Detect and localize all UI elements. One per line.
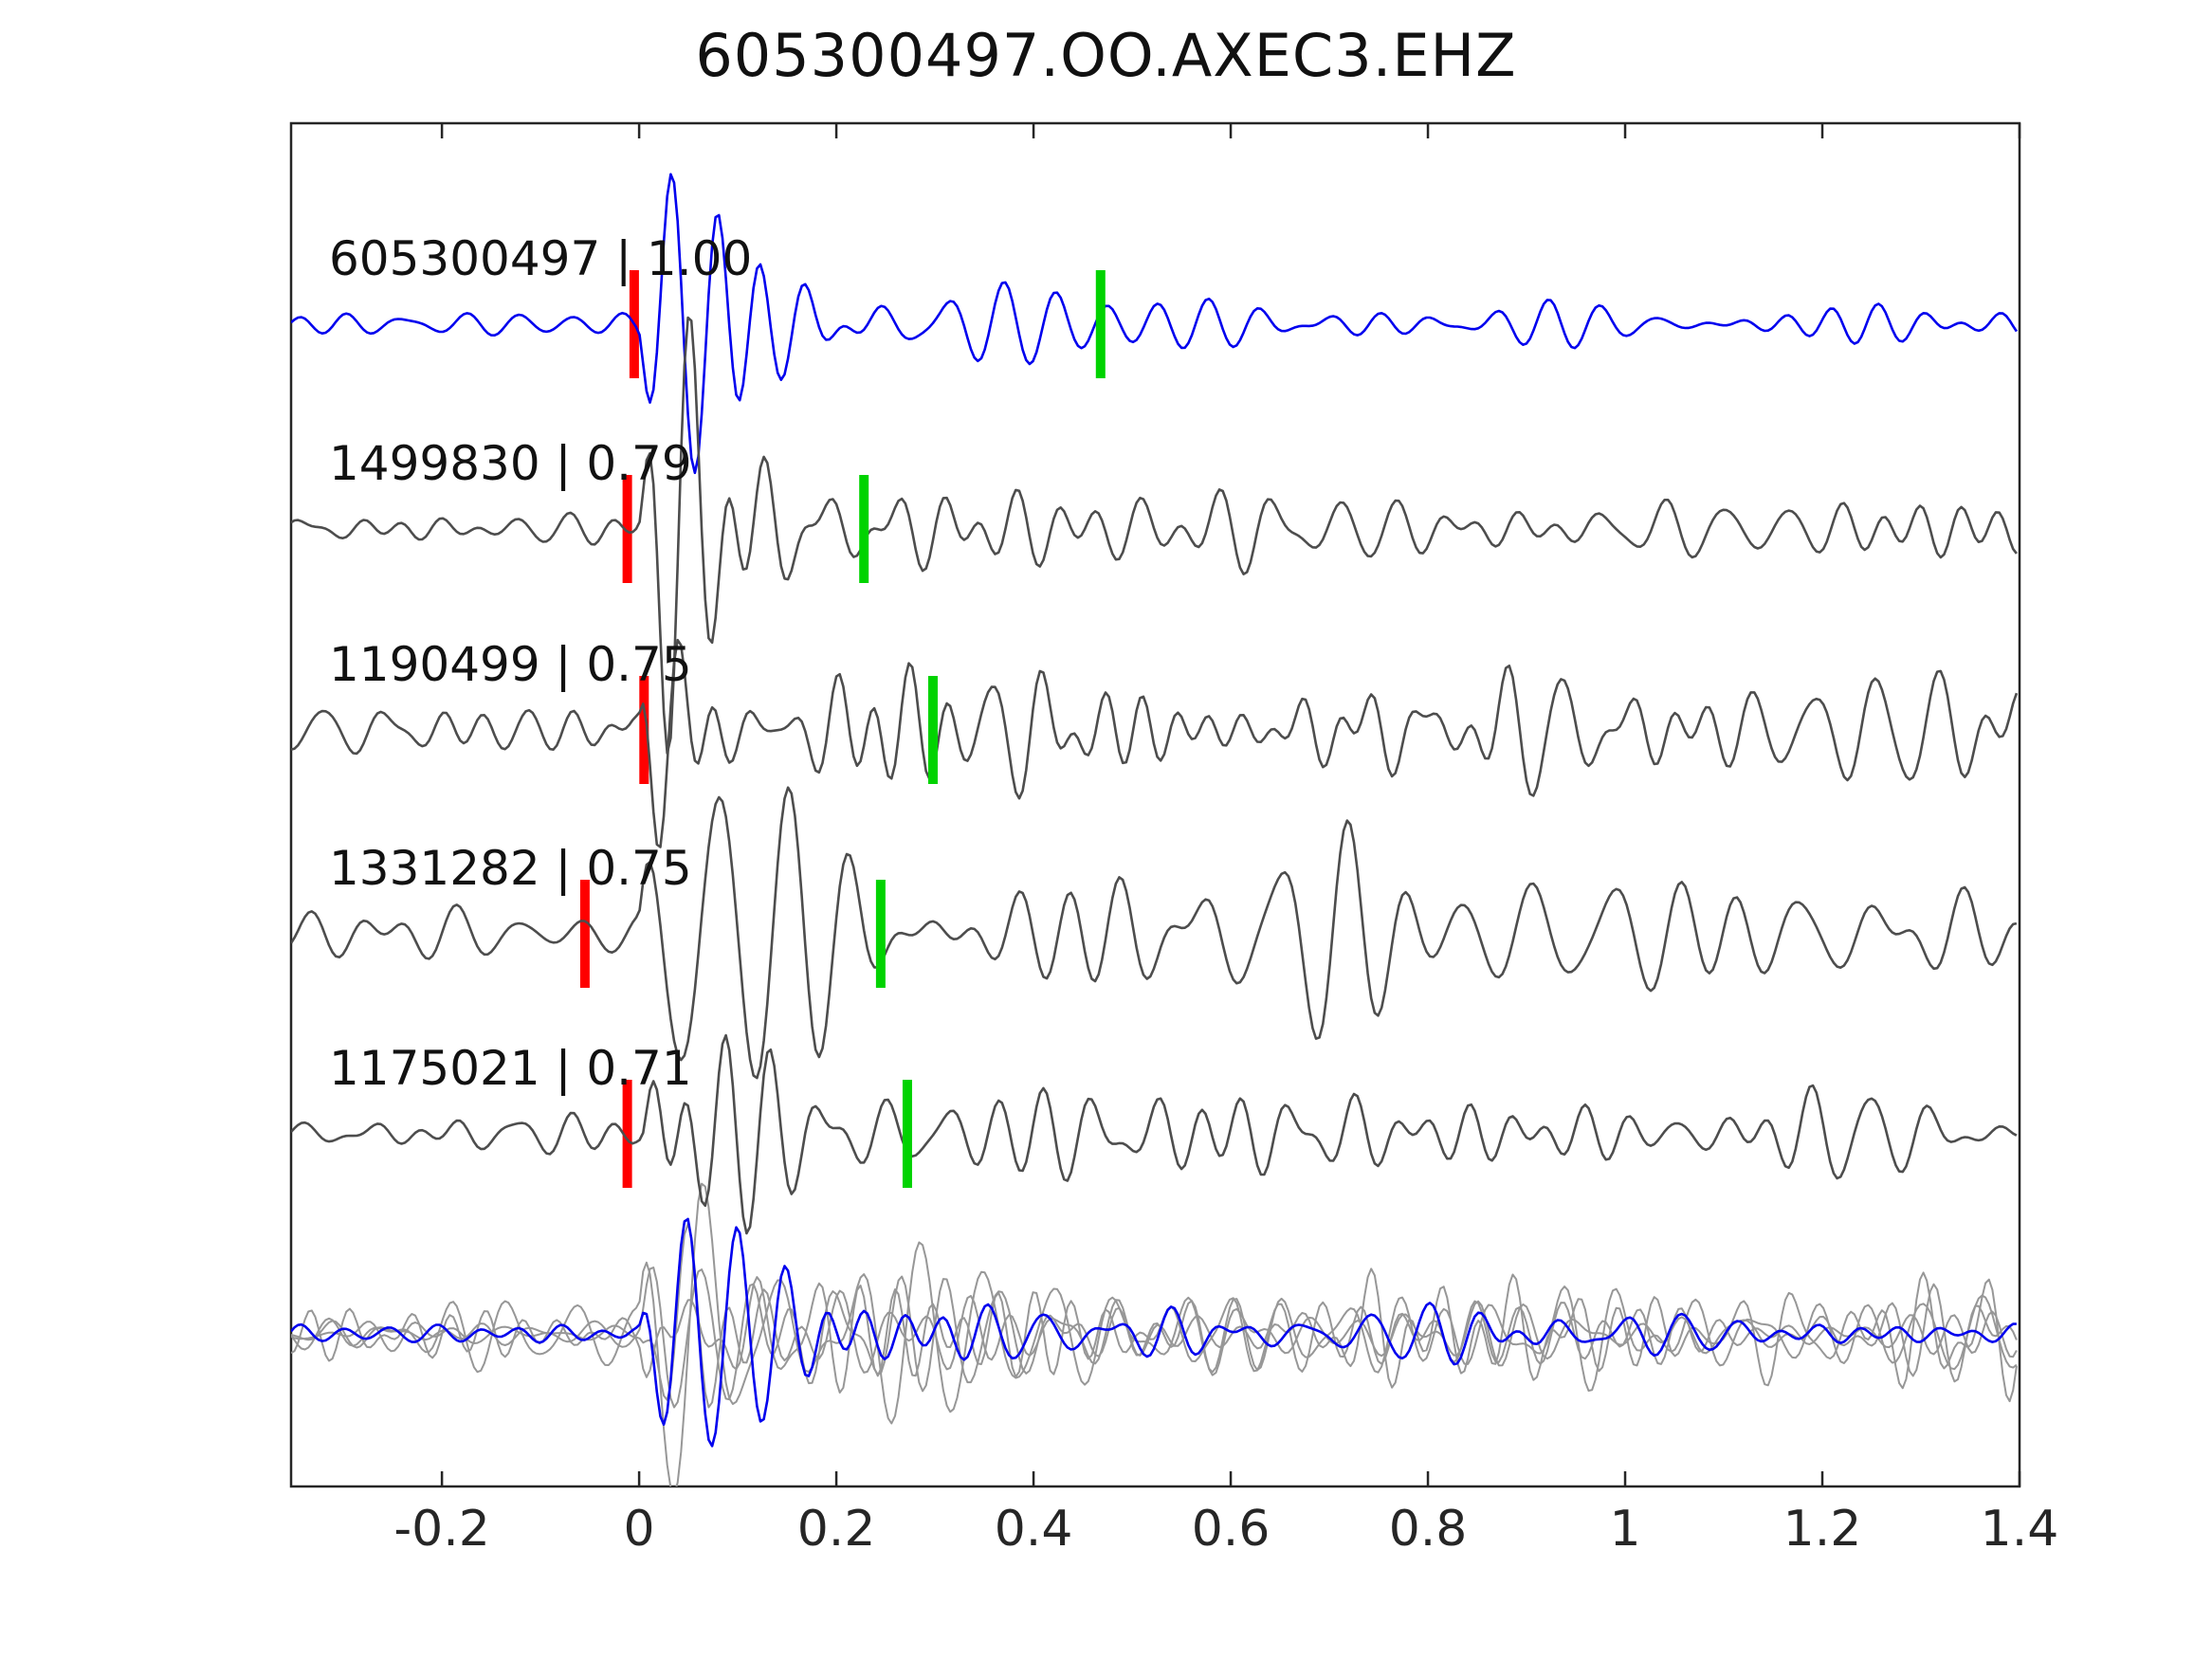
trace-label-605300497: 605300497 | 1.00 — [329, 231, 752, 286]
pick-marker-red-1175021 — [622, 1080, 632, 1188]
overlay-trace-605300497 — [291, 1217, 2017, 1448]
x-tick-label: 1 — [1609, 1501, 1640, 1558]
figure-title: 605300497.OO.AXEC3.EHZ — [695, 21, 1517, 90]
pick-marker-green-1331282 — [875, 880, 886, 988]
overlay-trace-1499830 — [291, 1223, 2018, 1409]
trace-1190499 — [291, 638, 2019, 848]
trace-label-1499830: 1499830 | 0.79 — [329, 436, 692, 491]
x-tick-label: 0.2 — [797, 1501, 876, 1558]
pick-marker-green-605300497 — [1095, 270, 1106, 378]
pick-marker-red-1499830 — [622, 475, 632, 583]
x-tick-label: 0.8 — [1389, 1501, 1468, 1558]
trace-1331282 — [291, 786, 2018, 1080]
trace-1499830 — [291, 316, 2018, 755]
trace-area — [291, 173, 2019, 1486]
x-tick-label: 0 — [624, 1501, 655, 1558]
x-tick-label: 1.4 — [1981, 1501, 2059, 1558]
pick-marker-red-1190499 — [639, 676, 649, 784]
pick-marker-green-1190499 — [927, 676, 938, 784]
trace-605300497 — [291, 173, 2018, 475]
pick-marker-green-1499830 — [859, 475, 869, 583]
x-tick-label: 0.4 — [995, 1501, 1073, 1558]
trace-label-1331282: 1331282 | 0.75 — [329, 841, 692, 896]
x-tick-label: -0.2 — [393, 1501, 489, 1558]
trace-label-1175021: 1175021 | 0.71 — [329, 1041, 692, 1096]
trace-1175021 — [291, 1033, 2018, 1235]
x-tick-label: 0.6 — [1192, 1501, 1271, 1558]
plot-border — [289, 121, 2021, 1488]
trace-label-1190499: 1190499 | 0.75 — [329, 637, 692, 692]
pick-marker-green-1175021 — [902, 1080, 912, 1188]
x-tick-label: 1.2 — [1783, 1501, 1862, 1558]
pick-marker-red-1331282 — [579, 880, 590, 988]
